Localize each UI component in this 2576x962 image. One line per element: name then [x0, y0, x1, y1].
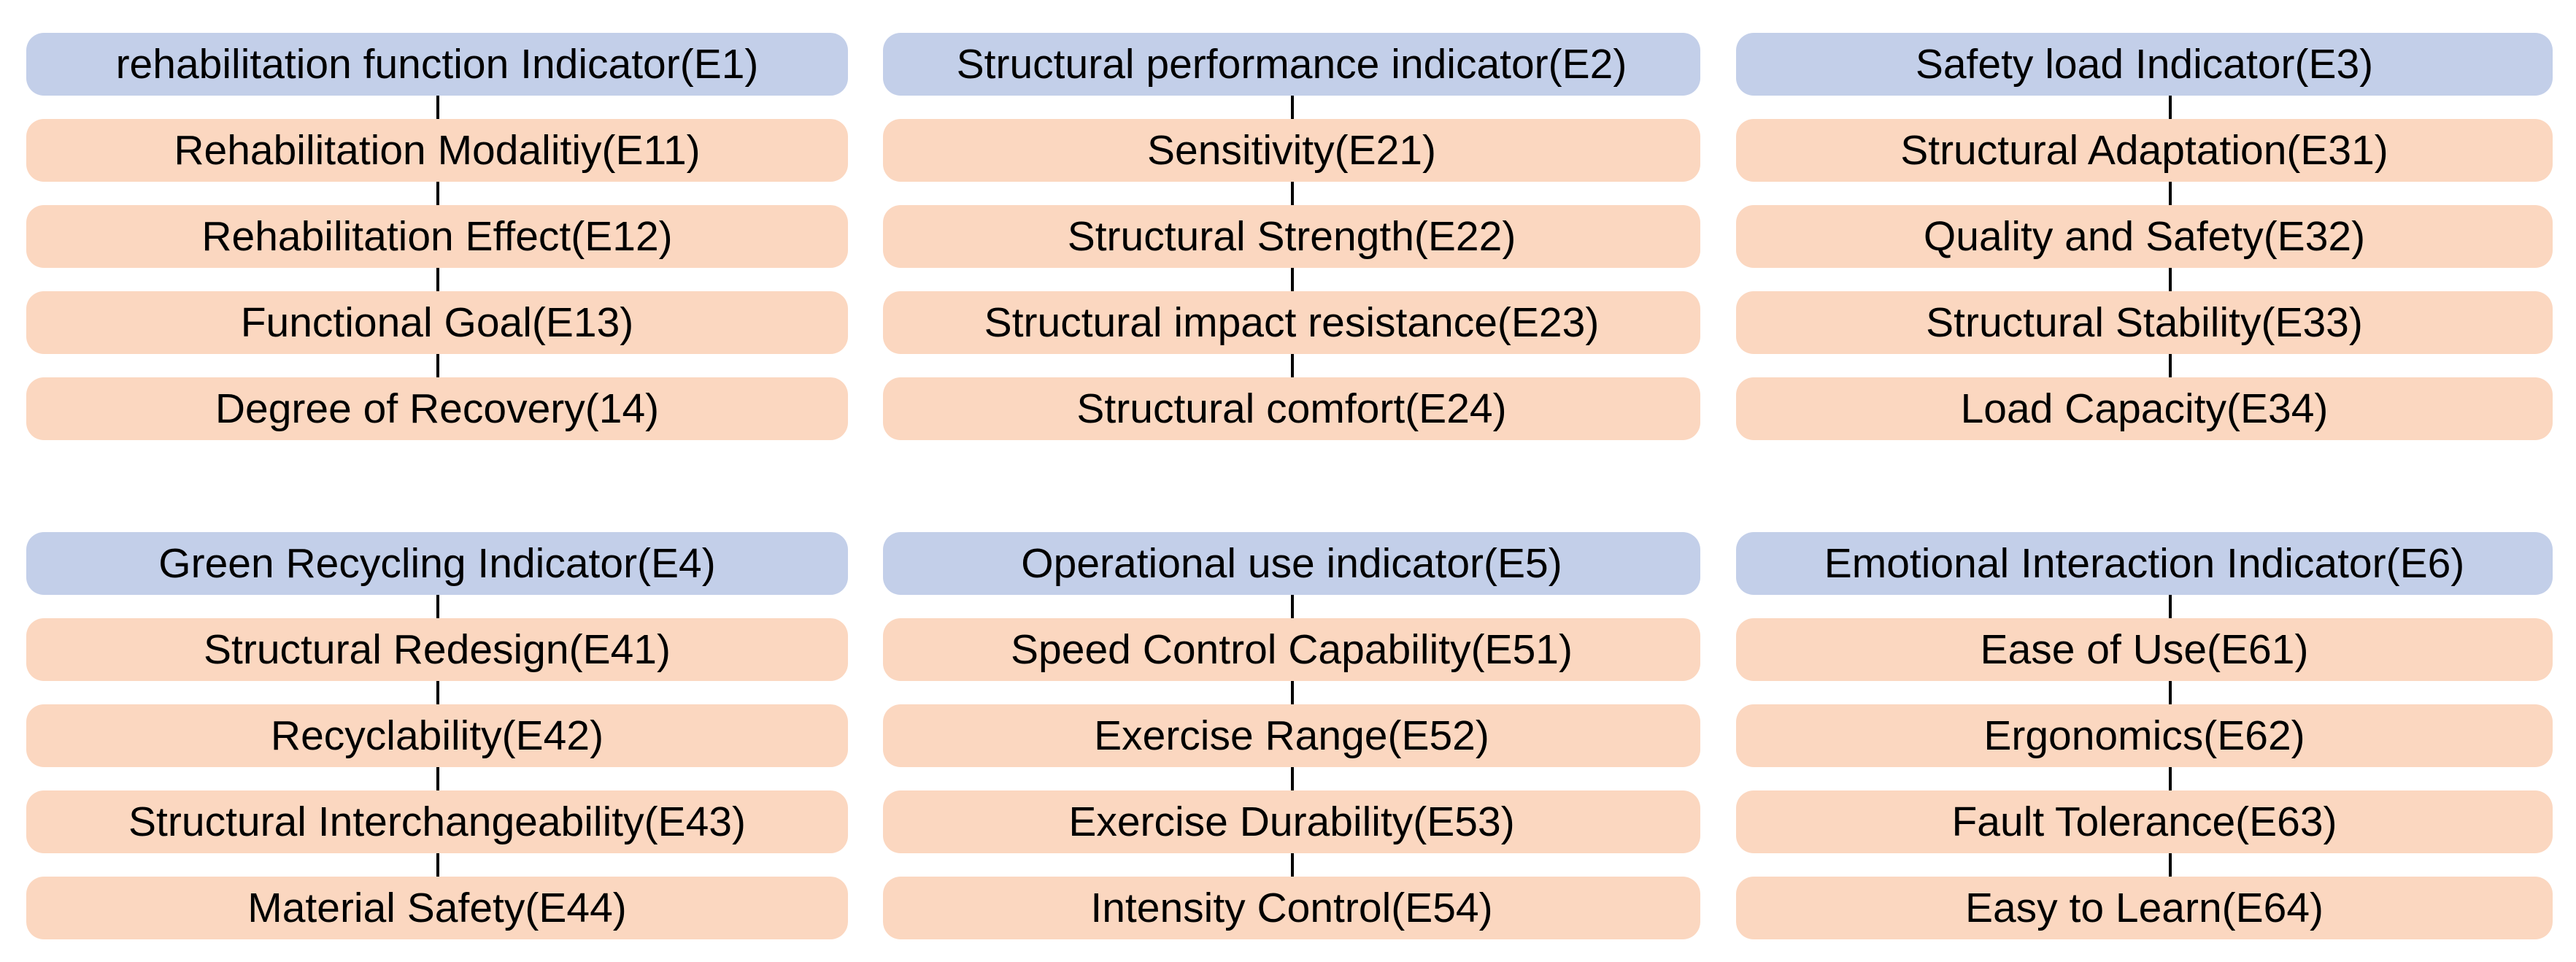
group-header: Green Recycling Indicator(E4): [26, 532, 848, 595]
indicator-box: Easy to Learn(E64): [1736, 877, 2553, 939]
indicator-box: Sensitivity(E21): [883, 119, 1700, 182]
indicator-box: Degree of Recovery(14): [26, 377, 848, 440]
indicator-box: Exercise Durability(E53): [883, 790, 1700, 853]
indicator-box: Intensity Control(E54): [883, 877, 1700, 939]
indicator-group-e1: rehabilitation function Indicator(E1) Re…: [26, 33, 848, 440]
indicator-box: Structural comfort(E24): [883, 377, 1700, 440]
indicator-box: Exercise Range(E52): [883, 704, 1700, 767]
indicator-group-e6: Emotional Interaction Indicator(E6) Ease…: [1736, 532, 2553, 939]
indicator-box: Structural Interchangeability(E43): [26, 790, 848, 853]
indicator-group-e2: Structural performance indicator(E2) Sen…: [883, 33, 1700, 440]
indicator-group-e5: Operational use indicator(E5) Speed Cont…: [883, 532, 1700, 939]
indicator-box: Structural impact resistance(E23): [883, 291, 1700, 354]
group-header: Operational use indicator(E5): [883, 532, 1700, 595]
indicator-box: Quality and Safety(E32): [1736, 205, 2553, 268]
indicator-box: Functional Goal(E13): [26, 291, 848, 354]
group-header: rehabilitation function Indicator(E1): [26, 33, 848, 96]
indicator-group-e3: Safety load Indicator(E3) Structural Ada…: [1736, 33, 2553, 440]
indicator-box: Load Capacity(E34): [1736, 377, 2553, 440]
indicator-box: Structural Strength(E22): [883, 205, 1700, 268]
indicator-box: Rehabilitation Effect(E12): [26, 205, 848, 268]
group-header: Structural performance indicator(E2): [883, 33, 1700, 96]
indicator-box: Material Safety(E44): [26, 877, 848, 939]
indicator-box: Fault Tolerance(E63): [1736, 790, 2553, 853]
indicator-box: Speed Control Capability(E51): [883, 618, 1700, 681]
indicator-box: Structural Adaptation(E31): [1736, 119, 2553, 182]
indicator-box: Ergonomics(E62): [1736, 704, 2553, 767]
indicator-box: Recyclability(E42): [26, 704, 848, 767]
group-header: Emotional Interaction Indicator(E6): [1736, 532, 2553, 595]
indicator-group-e4: Green Recycling Indicator(E4) Structural…: [26, 532, 848, 939]
group-header: Safety load Indicator(E3): [1736, 33, 2553, 96]
indicator-box: Ease of Use(E61): [1736, 618, 2553, 681]
indicator-box: Structural Redesign(E41): [26, 618, 848, 681]
indicator-box: Rehabilitation Modalitiy(E11): [26, 119, 848, 182]
indicator-box: Structural Stability(E33): [1736, 291, 2553, 354]
